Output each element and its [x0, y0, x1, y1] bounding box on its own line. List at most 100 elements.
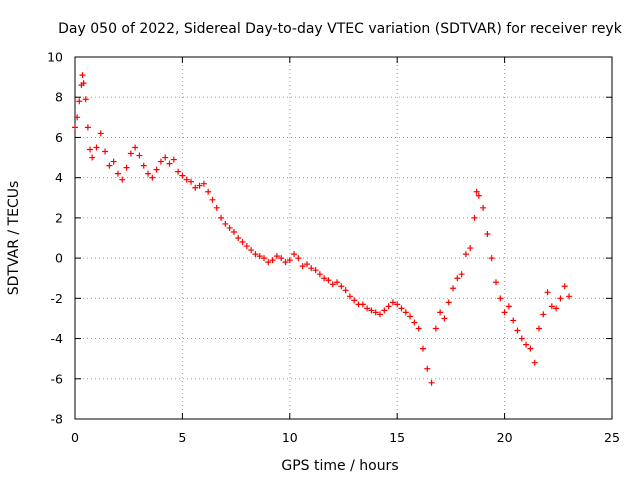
data-point	[467, 245, 474, 252]
data-point	[106, 162, 113, 169]
data-point	[398, 305, 405, 312]
data-point	[132, 144, 139, 151]
data-point	[518, 335, 525, 342]
chart-title: Day 050 of 2022, Sidereal Day-to-day VTE…	[58, 21, 623, 37]
data-point	[175, 168, 182, 175]
x-axis-ticks: 0 5 10 15 20 25	[71, 57, 620, 445]
y-tick-label: -2	[51, 291, 63, 306]
data-point	[377, 311, 384, 318]
data-point	[97, 130, 104, 137]
data-point	[359, 301, 366, 308]
data-point	[222, 220, 229, 227]
data-point	[261, 255, 268, 262]
data-point	[235, 235, 242, 241]
data-point	[321, 275, 328, 282]
data-point	[407, 313, 414, 320]
data-point	[265, 259, 272, 266]
data-point	[471, 214, 478, 221]
data-point	[278, 255, 285, 262]
data-point	[87, 146, 94, 153]
data-point	[428, 379, 435, 386]
data-point	[166, 160, 173, 167]
data-point	[243, 243, 250, 250]
data-point	[119, 176, 126, 183]
data-point	[226, 224, 233, 231]
data-point	[230, 228, 237, 235]
y-tick-label: 10	[47, 50, 63, 65]
y-tick-label: 2	[55, 210, 63, 225]
y-tick-label: 8	[55, 90, 63, 105]
data-point	[488, 255, 495, 262]
data-point	[84, 124, 91, 131]
data-point	[149, 174, 156, 181]
data-point	[394, 301, 401, 308]
data-point	[368, 307, 375, 314]
data-point	[256, 253, 263, 260]
data-point	[566, 293, 573, 300]
data-point	[454, 275, 461, 282]
data-point	[450, 285, 457, 292]
data-point	[334, 279, 341, 286]
data-point	[110, 158, 117, 165]
data-point	[76, 98, 83, 105]
data-point	[145, 170, 152, 177]
data-point	[493, 279, 500, 286]
data-point	[183, 176, 190, 183]
data-point	[473, 188, 480, 195]
y-tick-label: 0	[55, 251, 63, 266]
data-point	[209, 196, 216, 203]
data-point	[342, 287, 349, 294]
data-point	[462, 251, 469, 258]
data-point	[501, 309, 508, 316]
data-point	[329, 281, 336, 288]
data-point	[514, 327, 521, 334]
y-tick-label: -6	[51, 371, 64, 386]
data-point	[170, 156, 177, 163]
x-tick-label: 25	[604, 430, 620, 445]
data-point	[196, 182, 203, 189]
data-point	[308, 265, 315, 272]
data-point	[437, 309, 444, 316]
data-point	[338, 283, 345, 290]
data-point	[415, 325, 422, 332]
data-point	[213, 204, 220, 211]
data-point	[114, 170, 121, 177]
data-point	[102, 148, 109, 155]
data-point	[89, 154, 96, 161]
data-point	[162, 154, 169, 161]
data-point	[187, 178, 194, 185]
data-point	[561, 283, 568, 290]
data-point	[82, 96, 89, 103]
y-tick-label: -4	[51, 331, 64, 346]
plot-frame	[74, 56, 613, 420]
data-point	[312, 267, 319, 274]
data-point	[364, 305, 371, 312]
x-axis-label: GPS time / hours	[281, 458, 398, 474]
data-point	[351, 297, 358, 304]
data-point	[411, 319, 418, 326]
data-point	[389, 299, 396, 306]
data-point	[475, 192, 482, 199]
y-axis-ticks: -8 -6 -4 -2 0 2 4 6 8 10	[47, 50, 612, 427]
data-point	[295, 255, 302, 262]
data-point	[248, 247, 255, 254]
data-point	[153, 166, 160, 173]
y-tick-label: -8	[51, 412, 64, 427]
y-tick-label: 4	[55, 170, 63, 185]
data-point	[441, 315, 448, 322]
data-point	[385, 303, 392, 310]
data-point	[557, 295, 564, 302]
data-point	[123, 164, 130, 171]
y-axis-label: SDTVAR / TECUs	[6, 181, 22, 296]
data-point	[531, 359, 538, 366]
data-point	[179, 172, 186, 179]
data-point	[346, 293, 353, 300]
data-point	[157, 158, 164, 165]
data-point	[205, 188, 212, 195]
data-point	[372, 309, 379, 316]
y-tick-label: 6	[55, 130, 63, 145]
x-tick-label: 0	[71, 430, 79, 445]
x-tick-label: 10	[282, 430, 298, 445]
data-point	[325, 277, 332, 284]
data-point	[544, 289, 551, 296]
